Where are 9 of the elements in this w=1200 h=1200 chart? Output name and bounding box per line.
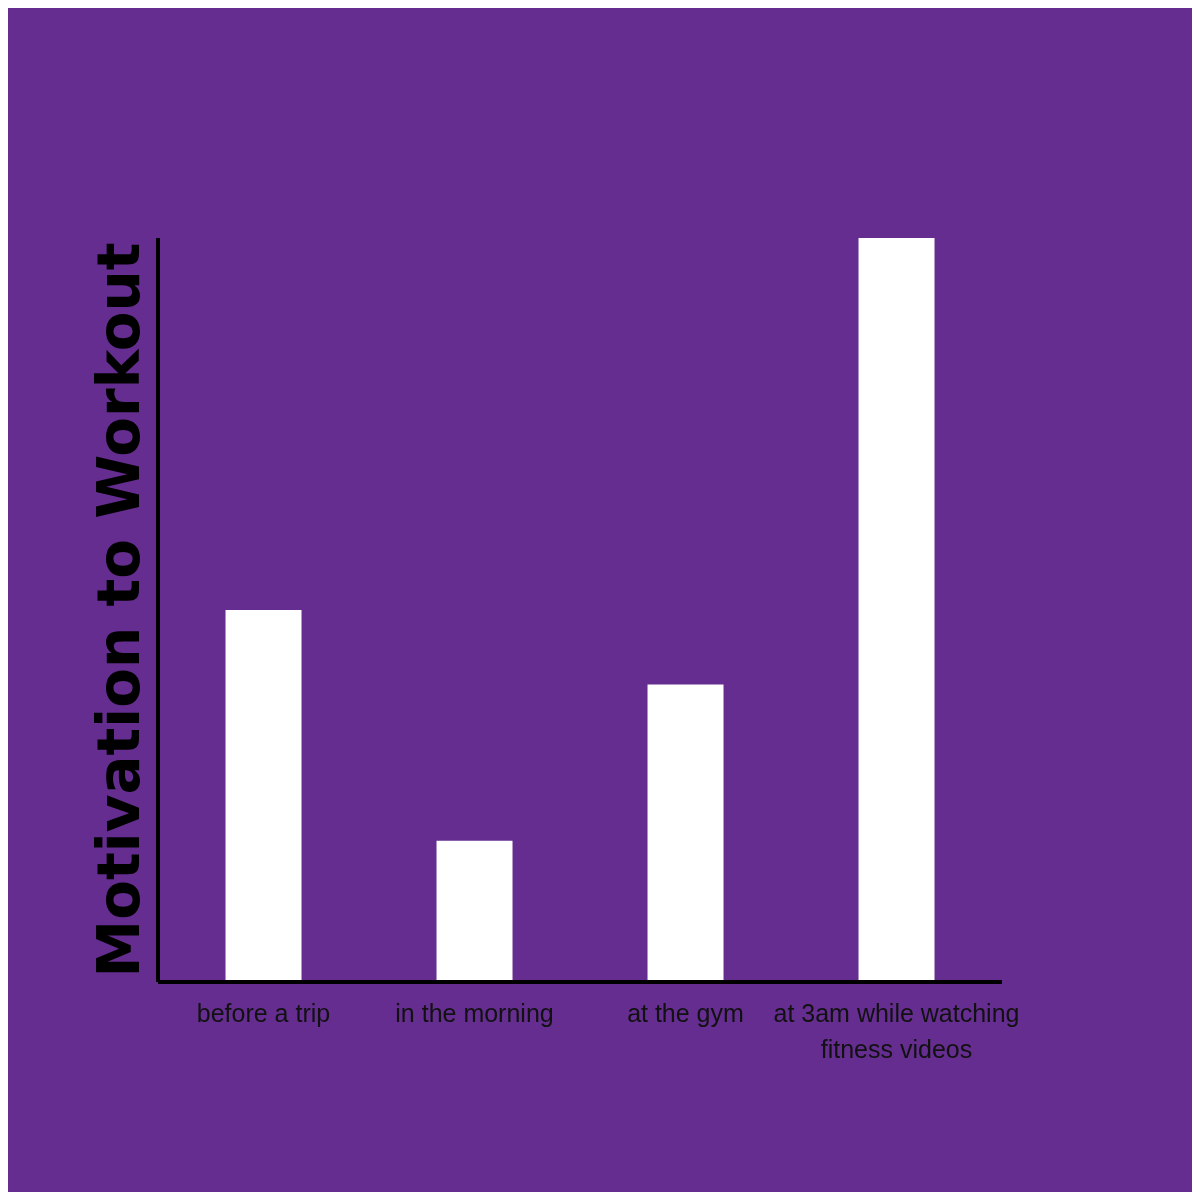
- x-tick-label: at the gym: [627, 998, 744, 1027]
- x-tick-label: in the morning: [395, 998, 554, 1027]
- x-tick-label: before a trip: [196, 998, 331, 1027]
- bar: [436, 840, 513, 982]
- bar: [858, 238, 935, 982]
- bar: [647, 684, 724, 982]
- y-axis-title: Motivation to Workout: [84, 242, 153, 978]
- x-tick-label: at 3am while watching fitness videos: [773, 998, 1020, 1063]
- bar: [225, 610, 302, 982]
